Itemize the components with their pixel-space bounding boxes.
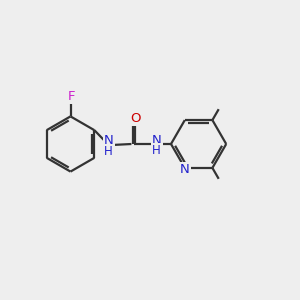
Text: F: F [68,90,75,104]
Text: N: N [104,134,113,148]
Text: H: H [152,144,161,157]
Text: N: N [152,134,161,147]
Text: O: O [130,112,140,125]
Text: H: H [104,145,113,158]
Text: N: N [180,163,190,176]
